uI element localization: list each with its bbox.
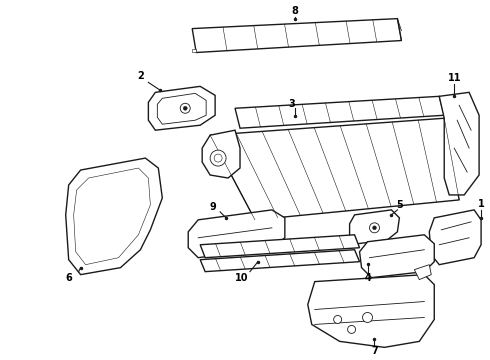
Circle shape bbox=[363, 312, 372, 323]
Circle shape bbox=[183, 106, 187, 110]
Polygon shape bbox=[429, 210, 481, 265]
Text: 11: 11 bbox=[447, 73, 461, 84]
Text: 10: 10 bbox=[235, 273, 249, 283]
Text: 3: 3 bbox=[289, 99, 295, 109]
Text: 6: 6 bbox=[65, 273, 72, 283]
Circle shape bbox=[210, 150, 226, 166]
Polygon shape bbox=[200, 235, 360, 258]
Text: 2: 2 bbox=[137, 71, 144, 81]
Text: 5: 5 bbox=[396, 200, 403, 210]
Circle shape bbox=[347, 325, 356, 333]
Polygon shape bbox=[308, 275, 434, 347]
Polygon shape bbox=[188, 210, 285, 258]
Polygon shape bbox=[235, 96, 444, 128]
Circle shape bbox=[214, 154, 222, 162]
Text: 9: 9 bbox=[210, 202, 217, 212]
Circle shape bbox=[372, 226, 376, 230]
Polygon shape bbox=[360, 235, 434, 278]
Polygon shape bbox=[349, 210, 399, 244]
Polygon shape bbox=[192, 19, 401, 53]
Polygon shape bbox=[74, 168, 150, 265]
Polygon shape bbox=[157, 93, 206, 124]
Polygon shape bbox=[415, 265, 431, 280]
Polygon shape bbox=[192, 49, 196, 53]
Polygon shape bbox=[210, 118, 459, 220]
Text: 4: 4 bbox=[364, 273, 371, 283]
Polygon shape bbox=[66, 158, 162, 275]
Polygon shape bbox=[439, 92, 479, 195]
Polygon shape bbox=[148, 86, 215, 130]
Text: 7: 7 bbox=[371, 346, 378, 356]
Text: 1: 1 bbox=[478, 199, 485, 209]
Circle shape bbox=[334, 315, 342, 323]
Polygon shape bbox=[202, 130, 240, 178]
Circle shape bbox=[180, 103, 190, 113]
Text: 8: 8 bbox=[292, 6, 298, 15]
Circle shape bbox=[369, 223, 379, 233]
Polygon shape bbox=[200, 250, 360, 272]
